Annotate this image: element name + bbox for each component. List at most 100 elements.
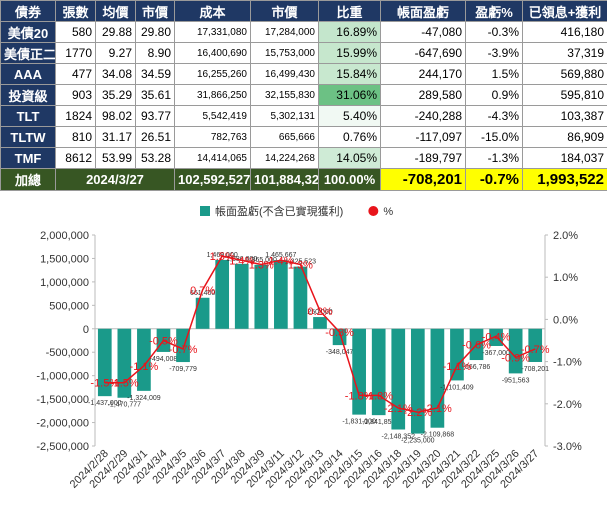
y-tick-label: -2,500,000: [36, 441, 89, 453]
chart: -2,500,000 -2,000,000 -1,500,000 -1,000,000…: [36, 204, 582, 491]
cell: 35.29: [95, 84, 136, 106]
data-label: -666,786: [463, 364, 491, 371]
row: TLTW 810 31.17 26.51 782,763 665,666 0.76% -117…: [0, 126, 607, 148]
bar: [313, 317, 327, 329]
data-label: 1.4%: [229, 255, 254, 267]
data-label: -2.1%: [423, 403, 452, 415]
bar: [254, 264, 269, 329]
legend-label: 帳面盈虧(不含已實現獲利): [215, 204, 343, 218]
y-tick-label: -1,000,000: [36, 371, 89, 383]
data-label: -348,047: [326, 349, 354, 356]
cell: -1.3%: [465, 147, 523, 169]
y-tick-label: 1,000,000: [40, 277, 89, 289]
data-label: -1,437,000: [88, 400, 122, 407]
data-label: -2,148,352: [382, 434, 416, 441]
cell: 加總: [0, 168, 56, 191]
cell: 14,414,065: [174, 147, 251, 169]
row: 加總2024/3/27102,592,527101,884,325100.00%…: [0, 168, 607, 191]
y2-tick-label: -3.0%: [553, 441, 582, 453]
y-tick-label: -500,000: [46, 347, 89, 359]
row: 美債正二 1770 9.27 8.90 16,400,690 15,753,000 15.9…: [0, 42, 607, 64]
cell: 8.90: [135, 42, 175, 64]
cell: 市價: [250, 0, 319, 22]
cell: TMF: [0, 147, 56, 169]
cell: -4.3%: [465, 105, 523, 127]
cell: 8612: [55, 147, 96, 169]
cell: 16,499,430: [250, 63, 319, 85]
cell: 1770: [55, 42, 96, 64]
data-label: -0.5%: [149, 336, 178, 348]
bar: [137, 328, 151, 391]
cell: -647,690: [380, 42, 466, 64]
data-label: 1.5%: [210, 251, 235, 263]
data-label: 1,465,667: [265, 252, 296, 259]
cell: -189,797: [380, 147, 466, 169]
data-label: -367,000: [482, 350, 510, 357]
cell: 29.80: [135, 21, 175, 43]
data-label: -0.9%: [501, 352, 530, 364]
cell: 1,993,522: [522, 168, 607, 191]
legend-swatch: [200, 206, 210, 216]
data-label: -1.8%: [345, 390, 374, 402]
cell: 31.06%: [318, 84, 381, 106]
bar: [97, 328, 112, 397]
cell: 86,909: [522, 126, 607, 148]
cell: -708,201: [380, 168, 466, 191]
cell: 比重: [318, 0, 381, 22]
row: 美債20 580 29.88 29.80 17,331,080 17,284,000 16.…: [0, 21, 607, 43]
bar: [195, 297, 210, 329]
data-label: 1.4%: [268, 255, 293, 267]
cell: 903: [55, 84, 96, 106]
cell: 債券: [0, 0, 56, 22]
data-label: -2,109,868: [421, 432, 455, 439]
y-tick-label: 2,000,000: [40, 230, 89, 242]
cell: 15.84%: [318, 63, 381, 85]
cell: -240,288: [380, 105, 466, 127]
cell: 9.27: [95, 42, 136, 64]
cell: 5,542,419: [174, 105, 251, 127]
cell: 289,580: [380, 84, 466, 106]
bar: [430, 328, 445, 428]
y2-tick-label: 0.0%: [553, 314, 578, 326]
row: TLT 1824 98.02 93.77 5,542,419 5,302,131 5.40%…: [0, 105, 607, 127]
cell: 盈虧%: [465, 0, 523, 22]
cell: 美債20: [0, 21, 56, 43]
cell: 810: [55, 126, 96, 148]
cell: 成本: [174, 0, 251, 22]
cell: 0.76%: [318, 126, 381, 148]
row: 債券 張數 均價 市價 成本 市價 比重 帳面盈虧 盈虧% 已領息+獲利: [0, 0, 607, 22]
cell: TLT: [0, 105, 56, 127]
cell: 102,592,527: [174, 168, 251, 191]
legend-swatch: [368, 206, 379, 216]
cell: 16,400,690: [174, 42, 251, 64]
cell: AAA: [0, 63, 56, 85]
cell: -117,097: [380, 126, 466, 148]
data-label: 1,386,000: [226, 256, 257, 263]
data-label: -2.2%: [403, 407, 432, 419]
data-label: -1.5%: [110, 378, 139, 390]
cell: 244,170: [380, 63, 466, 85]
cell: 665,666: [250, 126, 319, 148]
cell: 103,387: [522, 105, 607, 127]
cell: -0.7%: [465, 168, 523, 191]
holdings-table: 債券 張數 均價 市價 成本 市價 比重 帳面盈虧 盈虧% 已領息+獲利 美債20 580 29.88 2…: [0, 0, 607, 191]
cell: 0.9%: [465, 84, 523, 106]
cell: 580: [55, 21, 96, 43]
cell: 5,302,131: [250, 105, 319, 127]
data-label: -2.1%: [384, 403, 413, 415]
data-label: -1,831,000: [342, 419, 376, 426]
cell: 17,284,000: [250, 21, 319, 43]
cell: -0.3%: [465, 21, 523, 43]
cell: 1824: [55, 105, 96, 127]
cell: 34.59: [135, 63, 175, 85]
y2-tick-label: 2.0%: [553, 230, 578, 242]
bar: [371, 328, 386, 416]
line: [104, 255, 536, 414]
bar: [352, 328, 366, 415]
data-label: -1.1%: [443, 361, 472, 373]
cell: 93.77: [135, 105, 175, 127]
row: 投資級 903 35.29 35.61 31,866,250 32,155,830 31.0…: [0, 84, 607, 106]
y-tick-label: 0: [83, 324, 89, 336]
legend-label: %: [383, 206, 393, 218]
